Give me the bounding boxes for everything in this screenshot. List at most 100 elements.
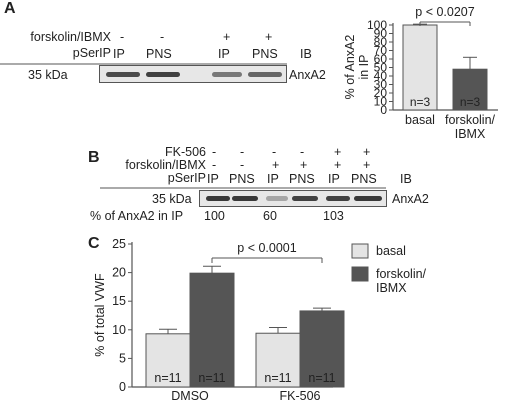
panel-b-mw-label: 35 kDa: [152, 192, 192, 206]
y-tick-label: 25: [112, 237, 126, 251]
panel-b-lane-label: PNS: [351, 172, 377, 186]
panel-b-fk-mark: -: [272, 145, 277, 159]
panel-c-letter: C: [88, 235, 100, 252]
western-band: [292, 196, 318, 201]
panel-b-percent-value: 100: [204, 209, 225, 223]
legend-swatch: [351, 266, 369, 282]
y-tick-label: 50: [374, 61, 388, 75]
panel-b-ib-label: IB: [400, 172, 412, 186]
panel-a-ib-label: IB: [300, 47, 312, 61]
panel-a-letter: A: [4, 0, 16, 17]
n-label: n=11: [198, 371, 225, 385]
n-label: n=3: [410, 95, 431, 109]
panel-a-lane-label: IP: [218, 47, 230, 61]
panel-b-blot: [199, 190, 387, 207]
western-band: [146, 72, 180, 77]
western-band: [266, 196, 288, 201]
bar: [402, 24, 438, 111]
panel-a-protein-label: AnxA2: [289, 68, 326, 82]
panel-b-fsk-mark: +: [300, 158, 308, 172]
category-label: DMSO: [171, 389, 209, 402]
y-tick-label: 100: [367, 18, 387, 32]
panel-a-mw-label: 35 kDa: [28, 68, 68, 82]
western-band: [248, 72, 282, 77]
panel-b-fsk-mark: -: [212, 158, 217, 172]
panel-b-fsk-mark: +: [363, 158, 371, 172]
western-band: [232, 196, 258, 201]
panel-a-treat-mark: +: [223, 30, 231, 44]
category-label: forskolin/IBMX: [445, 113, 496, 141]
y-tick-label: 80: [374, 35, 388, 49]
panel-b-lane-label: IP: [328, 172, 340, 186]
legend-label: forskolin/IBMX: [376, 267, 427, 295]
panel-a-row-label-pserip: pSerIP: [72, 46, 111, 60]
western-band: [326, 196, 350, 201]
panel-a-header-rule: [0, 63, 287, 65]
bar: [299, 310, 345, 388]
n-label: n=11: [154, 371, 181, 385]
western-band: [106, 72, 140, 77]
panel-b-fsk-mark: +: [334, 158, 342, 172]
panel-b-fk-mark: +: [334, 145, 342, 159]
panel-b-protein-label: AnxA2: [392, 192, 429, 206]
panel-b-header-rule: [100, 187, 386, 189]
panel-a-lane-label: IP: [113, 47, 125, 61]
panel-a-row-label-forskolin: forskolin/IBMX: [30, 30, 111, 44]
n-label: n=11: [264, 371, 291, 385]
panel-a-treat-mark: -: [120, 30, 125, 44]
y-tick-label: 30: [374, 78, 388, 92]
panel-b-percent-value: 60: [263, 209, 277, 223]
panel-b-lane-label: IP: [267, 172, 279, 186]
n-label: n=3: [460, 95, 481, 109]
y-tick-label: 15: [112, 294, 126, 308]
panel-a-treat-mark: +: [265, 30, 273, 44]
panel-b-lane-label: PNS: [229, 172, 255, 186]
panel-b-row-label-pserip: pSerIP: [167, 171, 206, 185]
panel-b-percent-value: 103: [323, 209, 344, 223]
y-axis-label: % of total VWF: [93, 273, 107, 357]
y-tick-label: 10: [374, 95, 388, 109]
y-tick-label: 0: [380, 103, 387, 117]
panel-b-fsk-mark: +: [272, 158, 280, 172]
legend-label: basal: [376, 244, 406, 258]
y-axis-label: % of AnxA2in IP: [343, 35, 371, 100]
y-tick-label: 0: [119, 380, 126, 394]
panel-b-row-label-fk506: FK-506: [165, 145, 206, 159]
significance-label: p < 0.0001: [237, 241, 296, 255]
western-band: [212, 72, 242, 77]
y-tick-label: 20: [112, 266, 126, 280]
y-tick-label: 40: [374, 69, 388, 83]
y-tick-label: 10: [112, 323, 126, 337]
panel-b-lane-label: IP: [207, 172, 219, 186]
panel-a-blot: [99, 65, 287, 83]
y-tick-label: 5: [119, 351, 126, 365]
panel-b-fk-mark: -: [240, 145, 245, 159]
panel-b-fk-mark: +: [363, 145, 371, 159]
y-tick-label: 90: [374, 27, 388, 41]
bar: [189, 272, 235, 388]
panel-a-lane-label: PNS: [146, 47, 172, 61]
panel-b-row-label-forskolin: forskolin/IBMX: [125, 158, 206, 172]
category-label: basal: [405, 113, 435, 127]
y-tick-label: 60: [374, 52, 388, 66]
n-label: n=11: [308, 371, 335, 385]
western-band: [354, 196, 382, 201]
panel-a-lane-label: PNS: [252, 47, 278, 61]
y-tick-label: 20: [374, 86, 388, 100]
panel-a-treat-mark: -: [160, 30, 165, 44]
legend-swatch: [351, 243, 369, 259]
panel-b-percent-label: % of AnxA2 in IP: [90, 209, 184, 223]
bar: [255, 332, 301, 388]
y-tick-label: 70: [374, 44, 388, 58]
panel-b-letter: B: [88, 149, 100, 166]
panel-b-fk-mark: -: [212, 145, 217, 159]
panel-b-lane-label: PNS: [289, 172, 315, 186]
panel-b-fsk-mark: -: [240, 158, 245, 172]
panel-b-fk-mark: -: [300, 145, 305, 159]
western-band: [206, 196, 230, 201]
significance-label: p < 0.0207: [415, 5, 474, 19]
category-label: FK-506: [280, 389, 321, 402]
